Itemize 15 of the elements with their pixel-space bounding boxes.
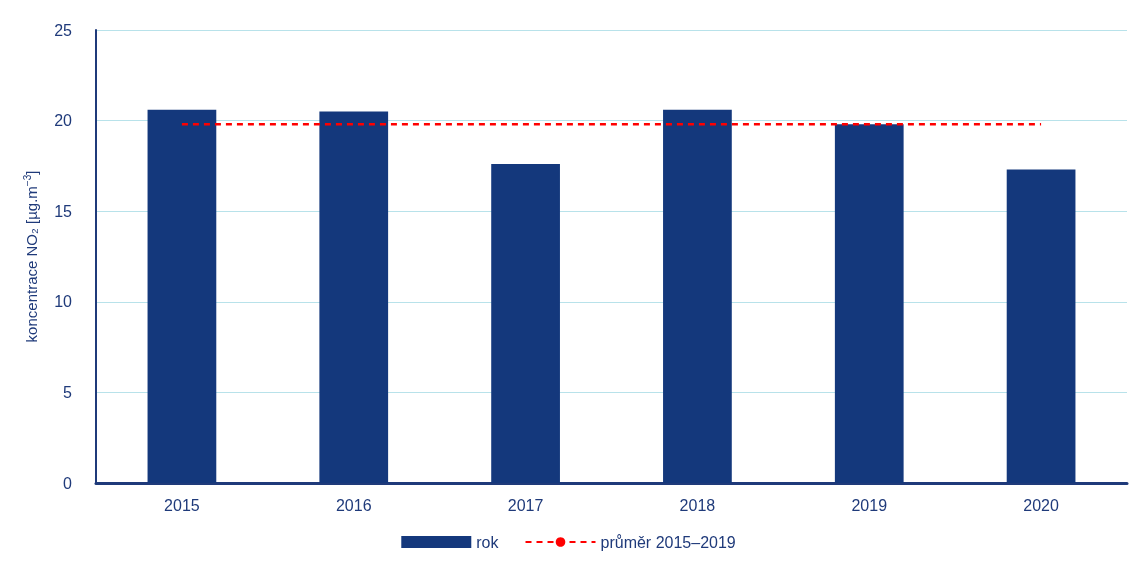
legend-label: průměr 2015–2019	[600, 533, 736, 551]
x-tick-label: 2017	[507, 496, 544, 514]
y-tick-label: 0	[63, 474, 73, 492]
y-axis-title: koncentrace NO₂ [µg.m−3]	[21, 170, 40, 343]
x-tick-label: 2018	[679, 496, 716, 514]
x-tick-label: 2016	[335, 496, 372, 514]
y-tick-label: 25	[54, 21, 73, 39]
x-tick-label: 2019	[851, 496, 888, 514]
x-tick-label: 2015	[164, 496, 200, 514]
legend-label: rok	[476, 533, 500, 551]
x-tick-label: 2020	[1023, 496, 1059, 514]
y-tick-label: 5	[63, 383, 73, 401]
y-tick-label: 15	[54, 202, 73, 220]
y-tick-label: 20	[54, 112, 73, 130]
y-tick-label: 10	[54, 293, 73, 311]
